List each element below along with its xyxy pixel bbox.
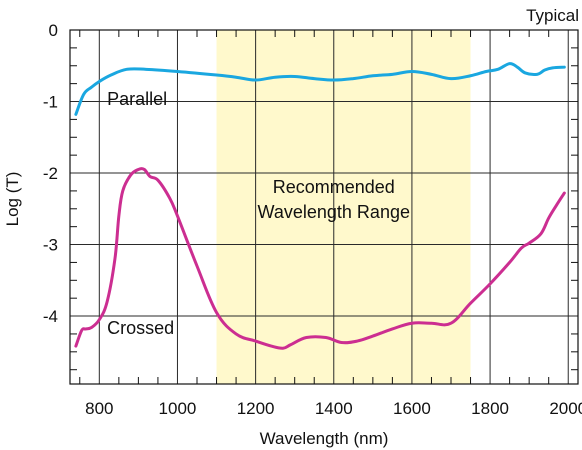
x-tick-label: 1800 xyxy=(471,399,509,418)
series-line-parallel xyxy=(74,62,566,116)
y-tick-label-layer: 0 -1 -2 -3 -4 xyxy=(43,21,58,326)
x-tick-label: 1400 xyxy=(315,399,353,418)
band-label-line-2: Wavelength Range xyxy=(258,202,410,222)
x-tick-label: 1000 xyxy=(159,399,197,418)
typical-label: Typical xyxy=(526,6,579,25)
x-tick-label: 800 xyxy=(85,399,113,418)
series-label-crossed: Crossed xyxy=(107,318,174,338)
y-tick-label: -3 xyxy=(43,236,58,255)
y-tick-label: -2 xyxy=(43,164,58,183)
band-label-line-1: Recommended xyxy=(273,177,395,197)
recommended-band xyxy=(216,30,471,384)
series-layer xyxy=(74,62,566,350)
x-axis-label: Wavelength (nm) xyxy=(260,429,389,448)
series-label-parallel: Parallel xyxy=(107,89,167,109)
plot-frame xyxy=(69,29,579,385)
text-layer: Recommended Wavelength Range Parallel Cr… xyxy=(3,6,579,448)
series-line-crossed xyxy=(74,167,566,350)
y-tick-label: -1 xyxy=(43,93,58,112)
y-axis-label: Log (T) xyxy=(3,172,22,227)
x-tick-label: 1600 xyxy=(393,399,431,418)
y-tick-label: -4 xyxy=(43,307,58,326)
x-tick-label: 1200 xyxy=(237,399,275,418)
tick-mark-layer xyxy=(70,30,578,384)
y-tick-label: 0 xyxy=(49,21,58,40)
recommended-band-layer xyxy=(216,30,471,384)
